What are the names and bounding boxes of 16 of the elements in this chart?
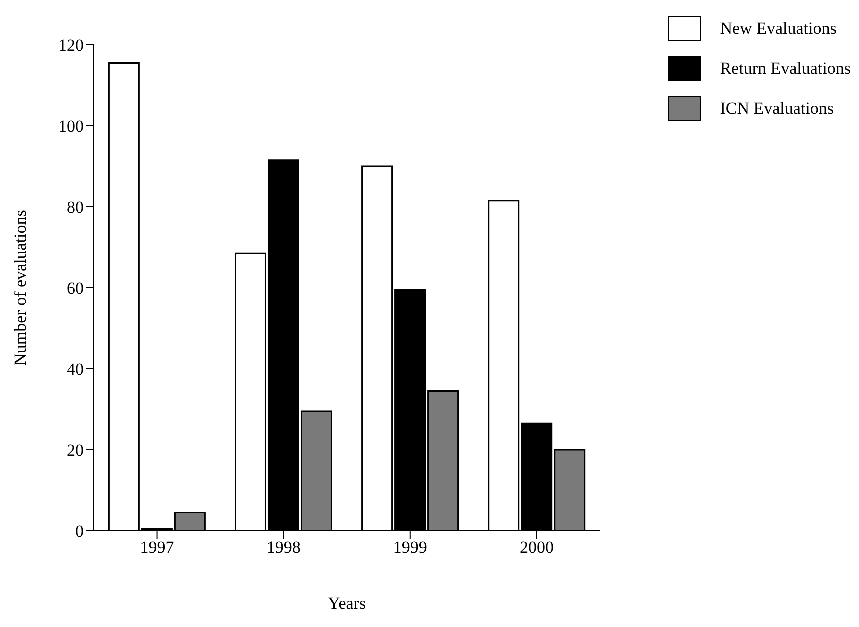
y-axis-title: Number of evaluations: [11, 210, 30, 366]
legend-label: ICN Evaluations: [720, 99, 834, 119]
y-tick-label: 80: [67, 198, 84, 218]
x-tick-label: 1998: [266, 538, 301, 558]
y-tick-label: 0: [76, 522, 84, 542]
y-tick-label: 20: [67, 441, 84, 460]
x-tick-label: 1999: [393, 538, 428, 558]
y-tick-label: 120: [58, 36, 84, 56]
y-tick-label: 100: [58, 117, 84, 136]
legend-label: New Evaluations: [720, 19, 837, 39]
x-tick-label: 2000: [520, 538, 554, 558]
y-tick-label: 40: [67, 360, 84, 380]
x-axis-title: Years: [328, 594, 366, 613]
x-tick-label: 1997: [140, 538, 175, 558]
legend-label: Return Evaluations: [720, 59, 851, 79]
y-tick-label: 60: [67, 279, 84, 298]
